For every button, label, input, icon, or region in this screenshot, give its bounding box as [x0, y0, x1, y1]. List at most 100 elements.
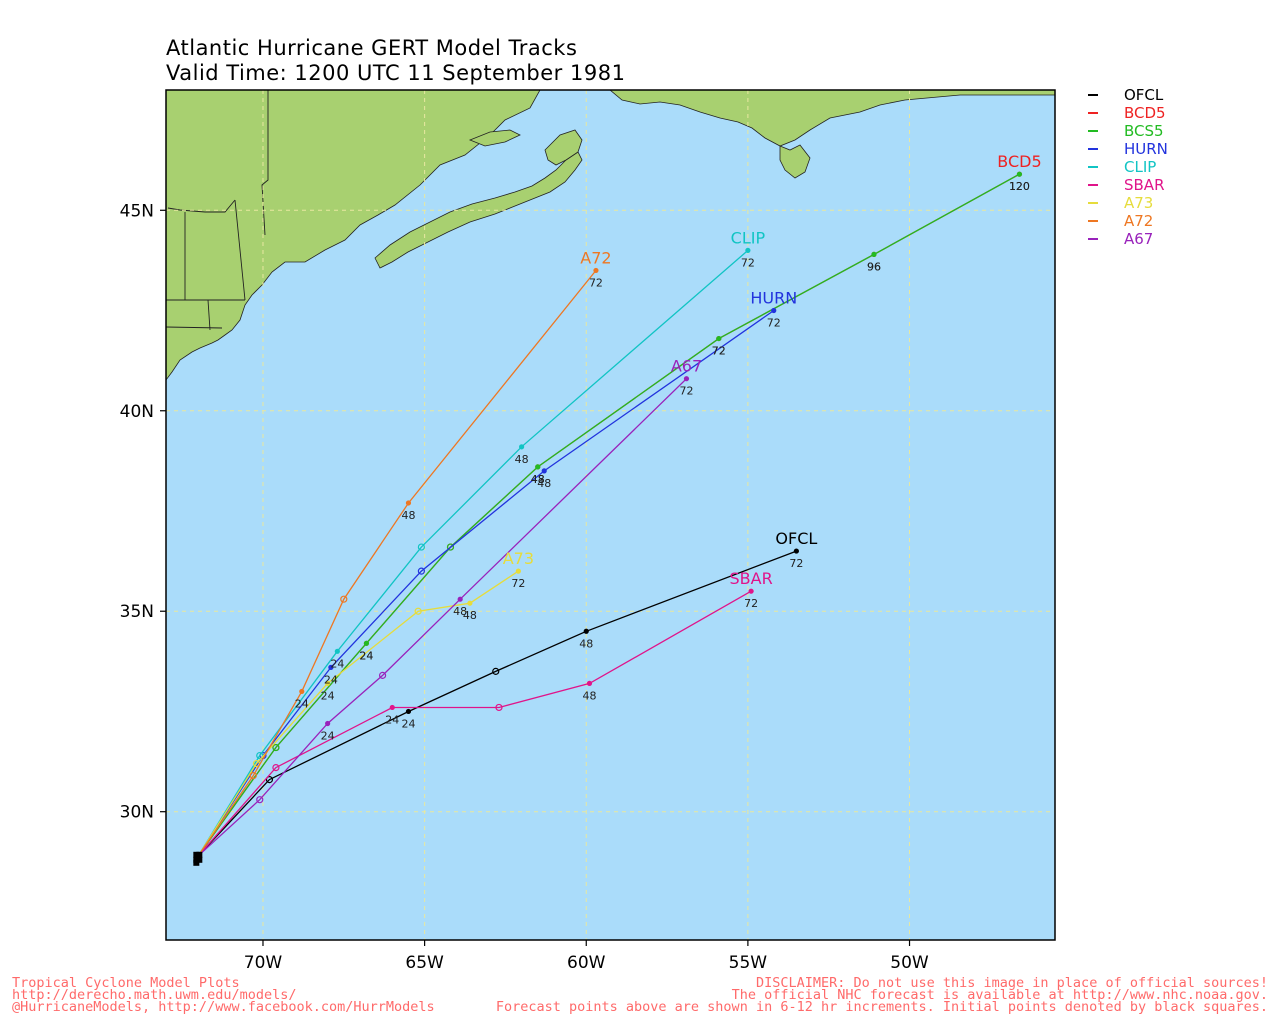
legend-label: OFCL	[1124, 86, 1164, 104]
forecast-point	[586, 680, 593, 686]
forecast-hour-label: 72	[741, 256, 755, 269]
footer-left-line1: Tropical Cyclone Model Plots	[12, 975, 240, 991]
forecast-point	[467, 600, 473, 606]
forecast-hour-label: 24	[359, 649, 373, 662]
legend-item-hurn: HURN	[1088, 140, 1168, 158]
track-line	[197, 378, 687, 857]
state-boundaries	[166, 90, 269, 331]
forecast-hour-label: 48	[579, 637, 593, 650]
y-tick-label: 30N	[120, 803, 154, 823]
footer-right-line1: DISCLAIMER: Do not use this image in pla…	[755, 975, 1268, 991]
graticule	[166, 90, 1055, 940]
legend-item-ofcl: OFCL	[1088, 86, 1168, 104]
forecast-point	[389, 704, 395, 711]
forecast-point	[593, 267, 599, 274]
forecast-point	[793, 548, 799, 554]
footer-right: DISCLAIMER: Do not use this image in pla…	[495, 975, 1268, 1015]
track-clip	[197, 247, 751, 857]
track-name-label: A67	[671, 357, 702, 376]
forecast-point	[515, 568, 521, 574]
footer-right-line3: Forecast points above are shown in 6-12 …	[495, 999, 1268, 1015]
track-a67	[197, 376, 690, 857]
chart-subtitle: Valid Time: 1200 UTC 11 September 1981	[166, 61, 626, 85]
track-sbar	[197, 588, 754, 857]
axis-labels: 70W 65W 60W 55W 50W 30N 35N 40N 45N	[120, 201, 929, 973]
track-line	[197, 249, 749, 857]
forecast-hour-label: 48	[582, 689, 596, 702]
forecast-hour-label: 48	[531, 473, 545, 486]
forecast-point-open	[417, 567, 425, 575]
track-line	[197, 173, 1020, 857]
forecast-point	[405, 500, 412, 506]
track-a72	[197, 267, 599, 857]
footer-left-line3[interactable]: @HurricaneModels, http://www.facebook.co…	[12, 999, 435, 1015]
legend-swatch	[1088, 112, 1098, 114]
forecast-point	[328, 664, 334, 670]
forecast-point	[748, 588, 754, 594]
y-tick-label: 45N	[120, 201, 154, 221]
y-tick-label: 40N	[120, 402, 154, 422]
forecast-hour-label: 24	[385, 713, 399, 726]
forecast-hour-label: 72	[712, 345, 726, 358]
forecast-hour-label: 72	[744, 597, 758, 610]
forecast-hour-label: 96	[867, 260, 881, 273]
x-tick-label: 65W	[405, 953, 444, 973]
legend-item-bcd5: BCD5	[1088, 104, 1168, 122]
track-bcs5	[197, 171, 1023, 857]
track-name-label: OFCL	[775, 529, 817, 548]
forecast-point-open	[265, 776, 274, 784]
track-name-label: HURN	[750, 289, 797, 308]
land-avalon	[779, 144, 811, 179]
legend-label: A67	[1124, 230, 1154, 248]
forecast-point-open	[417, 543, 425, 551]
legend-label: CLIP	[1124, 158, 1157, 176]
legend: OFCL BCD5 BCS5 HURN CLIP SBAR A73 A72 A67	[1088, 86, 1168, 248]
forecast-point-open	[272, 743, 280, 752]
forecast-point-open	[495, 703, 503, 712]
legend-label: HURN	[1124, 140, 1168, 158]
forecast-point-open	[340, 595, 348, 603]
forecast-point	[457, 596, 463, 602]
legend-label: A72	[1124, 212, 1154, 230]
track-name-label: SBAR	[730, 569, 773, 588]
forecast-point	[519, 444, 525, 450]
forecast-point-open	[272, 763, 280, 772]
legend-swatch	[1088, 148, 1098, 150]
forecast-point-open	[249, 772, 257, 780]
initial-position-square	[196, 851, 203, 858]
forecast-hour-label: 120	[1009, 180, 1030, 193]
forecast-hour-label: 48	[537, 477, 551, 490]
forecast-hour-label: 48	[401, 509, 415, 522]
forecast-point	[405, 708, 412, 715]
track-line	[197, 570, 519, 857]
forecast-point	[583, 628, 589, 634]
track-name-label: A73	[503, 549, 534, 568]
forecast-hour-label: 24	[324, 673, 338, 686]
forecast-point	[325, 720, 331, 727]
footer-left: Tropical Cyclone Model Plots http://dere…	[12, 975, 435, 1015]
land-mainland	[166, 90, 541, 381]
forecast-hour-label: 96	[867, 260, 881, 273]
forecast-point-open	[378, 671, 387, 679]
legend-swatch	[1088, 220, 1098, 222]
footer-left-line2[interactable]: http://derecho.math.uwm.edu/models/	[12, 987, 297, 1003]
y-tick-label: 35N	[120, 602, 154, 622]
initial-position-markers	[193, 851, 203, 866]
forecast-hour-label: 72	[589, 276, 603, 289]
legend-swatch	[1088, 202, 1098, 204]
forecast-hour-label: 48	[453, 605, 467, 618]
forecast-hour-label: 120	[1009, 180, 1030, 193]
forecast-point	[871, 251, 877, 257]
initial-position-square	[193, 859, 200, 866]
forecast-point	[716, 335, 722, 342]
legend-label: BCS5	[1124, 122, 1164, 140]
x-tick-label: 70W	[244, 953, 283, 973]
forecast-tracks	[197, 171, 1023, 857]
track-ofcl	[197, 548, 799, 857]
track-line	[197, 550, 797, 857]
forecast-point-open	[256, 751, 264, 760]
forecast-hour-label: 48	[531, 473, 545, 486]
legend-swatch	[1088, 94, 1098, 96]
forecast-point	[1016, 171, 1023, 177]
